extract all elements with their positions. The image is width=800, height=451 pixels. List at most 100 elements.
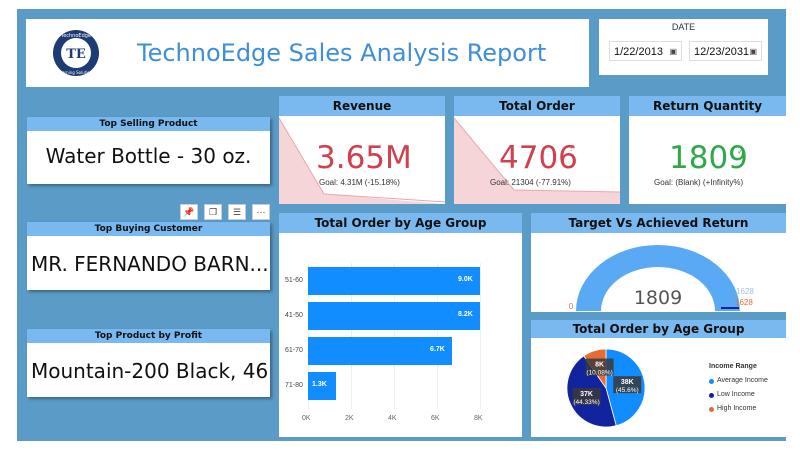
- bar-41-50[interactable]: [308, 302, 480, 330]
- y-axis-category-label: 51-60: [285, 277, 303, 284]
- pie-legend: Income Range Average Income Low Income Hig…: [706, 363, 786, 433]
- top-selling-product-title: Top Selling Product: [27, 117, 270, 131]
- top-selling-product-card[interactable]: Top Selling Product Water Bottle - 30 oz…: [27, 117, 270, 184]
- end-date-value: 12/23/2031: [694, 46, 750, 58]
- pie-value-label: 38K: [621, 379, 634, 386]
- pie-chart-title: Total Order by Age Group: [531, 320, 786, 338]
- pie-percent-label: (10.08%): [586, 370, 612, 377]
- revenue-alert-mark: !: [405, 144, 408, 153]
- x-axis-tick-label: 8K: [474, 415, 483, 422]
- top-product-by-profit-title: Top Product by Profit: [27, 329, 270, 343]
- grid-line: [351, 263, 352, 409]
- bar-51-60[interactable]: [308, 267, 480, 295]
- visual-header-toolbar: 📌 ❐ ☰ ⋯: [180, 204, 270, 220]
- revenue-title: Revenue: [279, 96, 445, 116]
- return-quantity-value: 1809: [669, 140, 748, 176]
- return-quantity-title: Return Quantity: [629, 96, 786, 116]
- company-logo: TE TechnoEdge Learning Solutions: [52, 29, 100, 77]
- bar-61-70[interactable]: [308, 337, 453, 365]
- gauge-min: 0: [569, 302, 574, 311]
- logo-ring-top: TechnoEdge: [60, 33, 91, 39]
- filter-icon[interactable]: ☰: [228, 204, 246, 220]
- grid-line: [308, 263, 309, 409]
- pie-value-label: 37K: [580, 391, 593, 398]
- pie-percent-label: (44.33%): [573, 399, 599, 406]
- grid-line: [394, 263, 395, 409]
- legend-item-low-income[interactable]: Low Income: [717, 391, 755, 398]
- revenue-goal: Goal: 4.31M (-15.18%): [319, 178, 400, 187]
- top-buying-customer-value: MR. FERNANDO BARN...: [31, 252, 269, 276]
- x-axis-tick-label: 2K: [345, 415, 354, 422]
- date-slicer-label: DATE: [671, 22, 696, 32]
- grid-line: [480, 263, 481, 409]
- bar-data-label: 8.2K: [458, 311, 473, 318]
- gauge-title: Target Vs Achieved Return: [531, 213, 786, 233]
- revenue-value: 3.65M: [316, 140, 412, 176]
- date-slicer: DATE 1/22/2013 ▣ 12/23/2031 ▣: [599, 19, 768, 75]
- legend-swatch: [709, 407, 714, 412]
- legend-swatch: [709, 379, 714, 384]
- return-quantity-check-mark: ✓: [737, 147, 744, 156]
- income-range-pie-card[interactable]: Total Order by Age Group 38K (45.6%) 37K (4…: [531, 320, 786, 437]
- copy-icon[interactable]: ❐: [204, 204, 222, 220]
- top-product-by-profit-card[interactable]: Top Product by Profit Mountain-200 Black…: [27, 329, 270, 397]
- revenue-kpi-card[interactable]: Revenue 3.65M ! Goal: 4.31M (-15.18%): [279, 96, 445, 204]
- logo-ring-bottom: Learning Solutions: [57, 70, 94, 75]
- bar-data-label: 1.3K: [312, 381, 327, 388]
- bar-data-label: 9.0K: [458, 276, 473, 283]
- total-order-kpi-card[interactable]: Total Order 4706 ! Goal: 21304 (-77.91%): [454, 96, 620, 204]
- gauge-target-b: 1628: [735, 298, 753, 307]
- x-axis-tick-label: 6K: [431, 415, 440, 422]
- report-canvas: TE TechnoEdge Learning Solutions TechnoE…: [17, 9, 786, 441]
- target-vs-achieved-gauge-card[interactable]: Target Vs Achieved Return 1809 0 1628 16…: [531, 213, 786, 312]
- x-axis-tick-label: 0K: [302, 415, 311, 422]
- total-order-goal: Goal: 21304 (-77.91%): [490, 178, 571, 187]
- revenue-trend-area: [279, 117, 445, 204]
- more-options-icon[interactable]: ⋯: [252, 204, 270, 220]
- top-status-strip: [0, 0, 800, 9]
- calendar-icon[interactable]: ▣: [669, 47, 677, 56]
- age-group-bar-chart-title: Total Order by Age Group: [279, 213, 522, 233]
- bar-71-80[interactable]: [308, 372, 336, 400]
- pie-percent-label: (45.6%): [616, 387, 639, 394]
- y-axis-category-label: 41-50: [285, 312, 303, 319]
- start-date-value: 1/22/2013: [614, 46, 663, 58]
- age-group-bar-chart-card[interactable]: Total Order by Age Group 0K 2K 4K 6K 8K 51-60…: [279, 213, 522, 437]
- logo-letters: TE: [66, 47, 86, 62]
- pie-data-label-bg: [613, 376, 642, 394]
- gauge-arc: [576, 245, 740, 311]
- x-axis-tick-label: 4K: [388, 415, 397, 422]
- pie-data-label-bg: [585, 358, 614, 376]
- pie-data-label-bg: [572, 388, 601, 406]
- return-quantity-goal: Goal: (Blank) (+Infinity%): [654, 178, 744, 187]
- total-order-value: 4706: [499, 140, 578, 176]
- bar-plot-area: 0K 2K 4K 6K 8K 51-60 9.0K 41-50 8.2K 61-70 6.7K 71-…: [279, 233, 522, 437]
- return-quantity-kpi-card[interactable]: Return Quantity 1809 ✓ Goal: (Blank) (+I…: [629, 96, 786, 204]
- legend-item-average-income[interactable]: Average Income: [717, 377, 768, 384]
- total-order-alert-mark: !: [570, 144, 573, 153]
- calendar-icon[interactable]: ▣: [749, 47, 757, 56]
- start-date-input[interactable]: 1/22/2013 ▣: [609, 41, 682, 61]
- total-order-title: Total Order: [454, 96, 620, 116]
- legend-item-high-income[interactable]: High Income: [717, 405, 757, 412]
- report-title: TechnoEdge Sales Analysis Report: [137, 39, 547, 67]
- total-order-trend-area: [454, 117, 620, 204]
- gauge-svg: 1809 0 1628 1628: [569, 245, 754, 311]
- gauge-value: 1809: [634, 287, 682, 309]
- y-axis-category-label: 61-70: [285, 347, 303, 354]
- gauge-target-a: 1628: [736, 287, 754, 296]
- top-product-by-profit-value: Mountain-200 Black, 46: [31, 359, 269, 383]
- y-axis-category-label: 71-80: [285, 382, 303, 389]
- bar-data-label: 6.7K: [430, 346, 445, 353]
- pie-legend-title: Income Range: [709, 363, 757, 370]
- title-card: TE TechnoEdge Learning Solutions TechnoE…: [26, 19, 589, 87]
- pie-value-label: 8K: [595, 362, 604, 369]
- end-date-input[interactable]: 12/23/2031 ▣: [689, 41, 762, 61]
- pin-icon[interactable]: 📌: [180, 204, 198, 220]
- legend-swatch: [709, 393, 714, 398]
- top-buying-customer-card[interactable]: Top Buying Customer MR. FERNANDO BARN...: [27, 222, 270, 290]
- top-buying-customer-title: Top Buying Customer: [27, 222, 270, 236]
- top-selling-product-value: Water Bottle - 30 oz.: [45, 144, 252, 168]
- grid-line: [437, 263, 438, 409]
- pie-svg: 38K(45.6%) 37K(44.33%) 8K(10.08%): [566, 348, 646, 428]
